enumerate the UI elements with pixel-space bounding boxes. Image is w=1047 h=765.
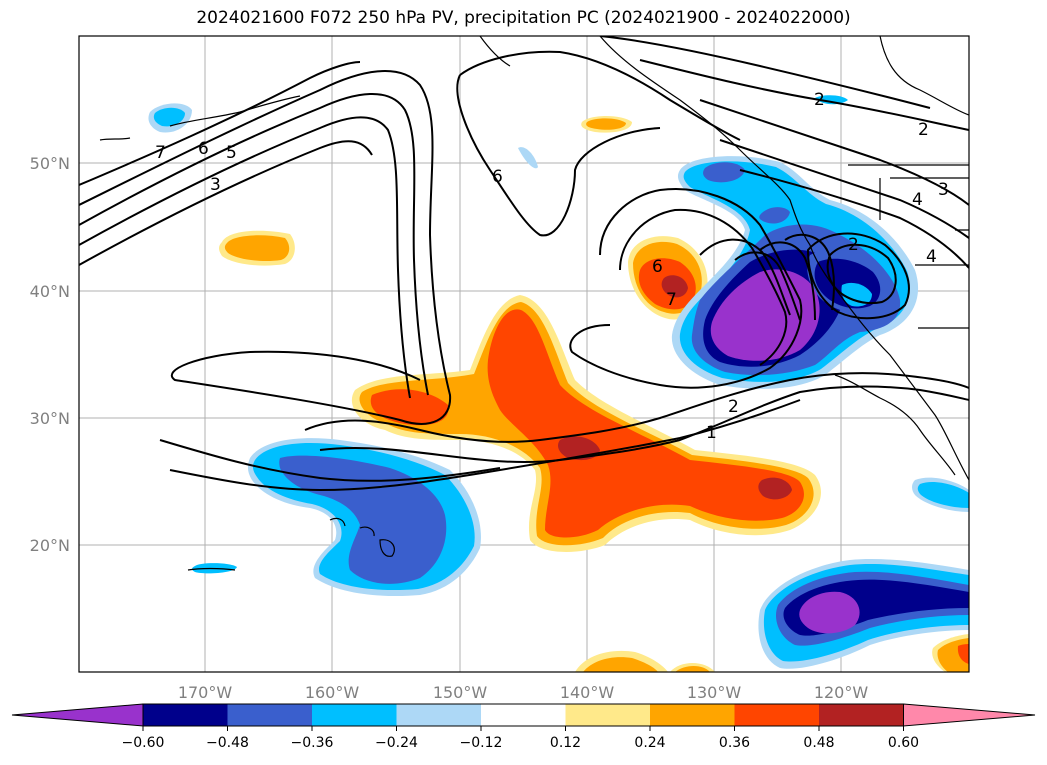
contour-label: 1 bbox=[706, 423, 717, 443]
colorbar-extend-high bbox=[903, 703, 1036, 727]
colorbar-segment bbox=[143, 704, 228, 726]
colorbar-segment bbox=[819, 704, 904, 726]
contour-label: 7 bbox=[155, 143, 166, 163]
colorbar-frame bbox=[142, 703, 904, 727]
pv-contour-labels: 7 6 5 3 6 6 7 2 1 2 2 3 4 4 2 bbox=[155, 90, 949, 443]
colorbar-segment bbox=[312, 704, 397, 726]
colorbar-extend-low bbox=[11, 703, 144, 727]
pv-contours bbox=[79, 36, 969, 492]
x-tick-label: 150°W bbox=[433, 683, 488, 702]
contour-label: 2 bbox=[728, 397, 739, 417]
x-tick-label: 160°W bbox=[305, 683, 360, 702]
contour-label: 6 bbox=[492, 167, 503, 187]
contour-label: 5 bbox=[226, 143, 237, 163]
x-tick-label: 170°W bbox=[178, 683, 233, 702]
colorbar-tick-label: −0.60 bbox=[122, 735, 165, 751]
colorbar-tick-label: 0.60 bbox=[888, 735, 919, 751]
colorbar-segment bbox=[227, 704, 312, 726]
colorbar-tick-label: −0.12 bbox=[460, 735, 503, 751]
negative-precip-shading bbox=[148, 95, 969, 669]
colorbar-segment bbox=[396, 704, 481, 726]
contour-label: 4 bbox=[912, 190, 923, 210]
contour-label: 2 bbox=[814, 90, 825, 110]
x-tick-label: 140°W bbox=[560, 683, 615, 702]
contour-label: 2 bbox=[918, 120, 929, 140]
contour-label: 3 bbox=[938, 180, 949, 200]
chart-title: 2024021600 F072 250 hPa PV, precipitatio… bbox=[196, 8, 851, 28]
y-tick-label: 50°N bbox=[30, 154, 70, 173]
colorbar-tick-label: −0.48 bbox=[206, 735, 249, 751]
contour-label: 6 bbox=[198, 139, 209, 159]
y-tick-label: 20°N bbox=[30, 536, 70, 555]
colorbar-tick-label: 0.36 bbox=[719, 735, 750, 751]
latitude-labels: 50°N 40°N 30°N 20°N bbox=[30, 154, 70, 555]
contour-label: 6 bbox=[652, 257, 663, 277]
colorbar-tick-label: 0.48 bbox=[803, 735, 834, 751]
longitude-labels: 170°W 160°W 150°W 140°W 130°W 120°W bbox=[178, 683, 869, 702]
contour-label: 3 bbox=[210, 175, 221, 195]
x-tick-label: 130°W bbox=[687, 683, 742, 702]
x-tick-label: 120°W bbox=[814, 683, 869, 702]
contour-label: 7 bbox=[666, 290, 677, 310]
y-tick-label: 40°N bbox=[30, 282, 70, 301]
contour-label: 2 bbox=[848, 235, 859, 255]
contour-label: 4 bbox=[926, 247, 937, 267]
colorbar-tick-label: −0.36 bbox=[291, 735, 334, 751]
colorbar-segment bbox=[481, 704, 566, 726]
y-tick-label: 30°N bbox=[30, 409, 70, 428]
colorbar: −0.60 −0.48 −0.36 −0.24 −0.12 0.12 0.24 0.36 0.4… bbox=[11, 703, 1036, 751]
colorbar-tick-label: 0.24 bbox=[634, 735, 665, 751]
map-frame bbox=[78, 35, 970, 673]
colorbar-tick-label: 0.12 bbox=[550, 735, 581, 751]
coastlines bbox=[99, 36, 969, 571]
positive-precip-shading bbox=[219, 116, 969, 672]
colorbar-segment bbox=[565, 704, 650, 726]
colorbar-segment bbox=[650, 704, 735, 726]
colorbar-tick-label: −0.24 bbox=[375, 735, 418, 751]
map-plot-area: 7 6 5 3 6 6 7 2 1 2 2 3 4 4 2 bbox=[79, 36, 969, 672]
colorbar-segment bbox=[734, 704, 819, 726]
